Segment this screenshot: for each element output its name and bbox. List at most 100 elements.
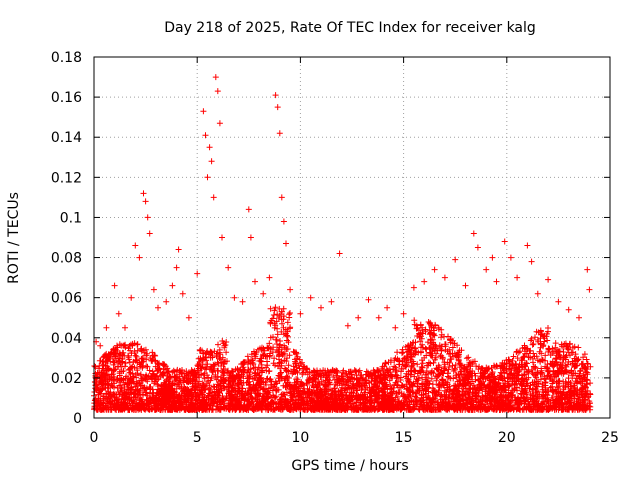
- data-point: [524, 242, 531, 249]
- data-point: [278, 194, 285, 201]
- data-point: [507, 254, 514, 261]
- y-axis-label: ROTI / TECUs: [6, 192, 22, 284]
- data-point: [142, 198, 149, 205]
- data-point: [204, 174, 211, 181]
- data-point: [231, 294, 238, 301]
- data-point: [276, 130, 283, 137]
- data-point: [260, 290, 267, 297]
- data-point: [122, 324, 128, 331]
- data-point: [115, 310, 122, 317]
- data-point: [111, 282, 118, 289]
- chart-title: Day 218 of 2025, Rate Of TEC Index for r…: [164, 20, 536, 36]
- x-tick-label: 10: [291, 430, 309, 446]
- data-point: [216, 120, 223, 127]
- y-tick-label: 0.14: [51, 130, 82, 146]
- data-point: [266, 274, 273, 281]
- data-point: [307, 294, 314, 301]
- data-point: [336, 250, 343, 257]
- data-point: [247, 234, 254, 241]
- y-tick-label: 0.06: [51, 291, 82, 307]
- data-point: [344, 322, 351, 329]
- data-point: [355, 314, 362, 321]
- data-point: [132, 242, 139, 249]
- data-point: [493, 278, 500, 285]
- dense-point-cloud-path: [91, 304, 594, 413]
- data-point: [225, 264, 232, 271]
- data-point: [206, 144, 213, 151]
- data-point: [441, 274, 448, 281]
- data-point: [534, 290, 541, 297]
- y-tick-label: 0.1: [60, 210, 82, 226]
- data-point: [586, 286, 593, 293]
- data-point: [576, 314, 582, 321]
- data-point: [97, 342, 104, 349]
- data-point: [214, 88, 221, 95]
- x-axis-label: GPS time / hours: [291, 458, 408, 474]
- data-point: [410, 284, 417, 291]
- x-tick-label: 0: [90, 430, 99, 446]
- data-point: [297, 310, 304, 317]
- data-point: [431, 266, 438, 273]
- data-point: [150, 286, 157, 293]
- data-point: [208, 158, 215, 165]
- data-point: [328, 298, 335, 305]
- data-point: [146, 230, 153, 237]
- data-point: [474, 244, 481, 251]
- data-point: [155, 304, 161, 311]
- data-point: [219, 234, 225, 241]
- data-point: [239, 298, 246, 305]
- data-point: [452, 256, 459, 263]
- data-point: [179, 290, 186, 297]
- data-point: [185, 314, 192, 321]
- plot-frame: [93, 56, 611, 419]
- data-point: [483, 266, 490, 273]
- data-point: [280, 218, 287, 225]
- data-point: [384, 304, 391, 311]
- data-point: [318, 304, 324, 311]
- x-tick-label: 20: [498, 430, 516, 446]
- data-point: [272, 92, 279, 99]
- y-tick-label: 0.04: [51, 331, 82, 347]
- y-tick-label: 0.12: [51, 170, 82, 186]
- data-point: [128, 294, 135, 301]
- axis-ticks: 0 0.02 0.04 0.06 0.08 0.1 0.12 0.14 0.16 0.18 0 5 10…: [51, 50, 619, 446]
- data-point: [365, 296, 372, 303]
- data-point: [287, 286, 294, 293]
- data-point: [163, 298, 170, 305]
- data-point: [421, 278, 428, 285]
- dense-point-cloud: [91, 304, 594, 413]
- data-point: [210, 194, 217, 201]
- data-point: [283, 240, 289, 247]
- x-tick-label: 5: [193, 430, 202, 446]
- y-tick-label: 0.08: [51, 251, 82, 267]
- y-tick-label: 0.02: [51, 371, 82, 387]
- x-tick-label: 25: [601, 430, 619, 446]
- data-point: [200, 108, 207, 115]
- data-point: [400, 310, 407, 317]
- data-point: [528, 258, 535, 265]
- data-point: [136, 254, 143, 261]
- y-tick-label: 0.16: [51, 90, 82, 106]
- data-point: [565, 306, 572, 313]
- data-point: [175, 246, 182, 253]
- data-point: [274, 104, 281, 111]
- data-point: [470, 230, 477, 237]
- data-point: [252, 278, 258, 285]
- data-point: [144, 214, 151, 221]
- data-point: [169, 282, 176, 289]
- data-point: [555, 298, 562, 305]
- y-tick-label: 0: [73, 411, 82, 427]
- data-point: [501, 238, 508, 245]
- data-point: [245, 206, 252, 213]
- data-point: [173, 264, 180, 271]
- data-point: [392, 324, 399, 331]
- y-tick-label: 0.18: [51, 50, 82, 66]
- x-tick-label: 15: [395, 430, 413, 446]
- data-point: [202, 132, 209, 139]
- data-point: [584, 266, 591, 273]
- data-points: [93, 74, 593, 349]
- data-point: [194, 270, 201, 277]
- data-point: [375, 314, 382, 321]
- data-point: [489, 254, 496, 261]
